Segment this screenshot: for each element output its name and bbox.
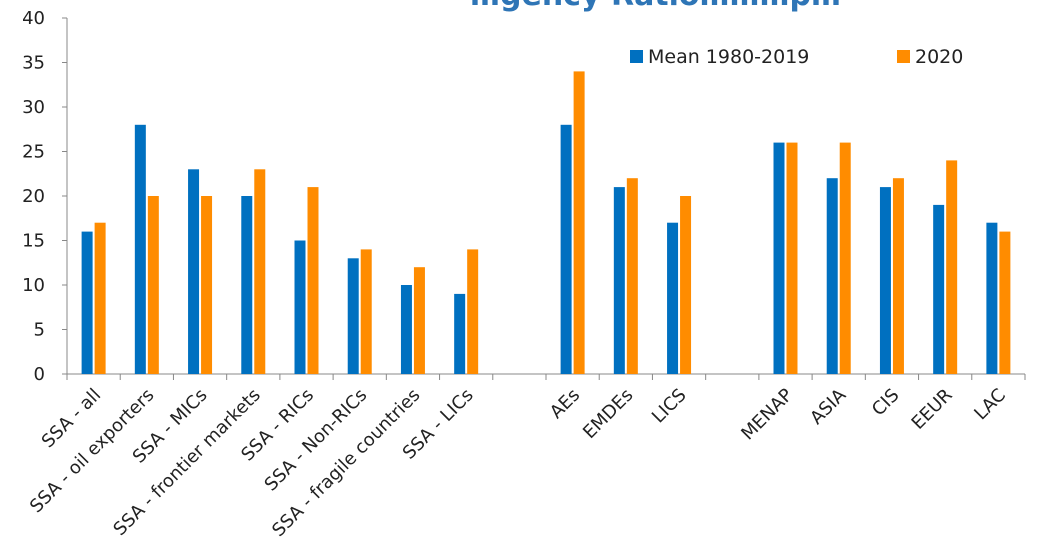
category-label: MENAP	[737, 385, 797, 445]
bar-mean	[347, 258, 359, 374]
bar-mean	[400, 285, 412, 374]
y-tick-label: 20	[22, 186, 45, 207]
bar-2020	[680, 196, 692, 374]
y-tick-label: 35	[22, 53, 45, 74]
category-label: EEUR	[908, 385, 957, 434]
bar-2020	[946, 160, 958, 374]
bar-2020	[201, 196, 213, 374]
y-tick-label: 15	[22, 231, 45, 252]
bar-2020	[892, 178, 904, 374]
bar-mean	[826, 178, 838, 374]
bar-mean	[454, 293, 466, 374]
bar-2020	[94, 222, 106, 374]
bar-mean	[134, 124, 146, 374]
bar-2020	[360, 249, 372, 374]
category-label: CIS	[868, 385, 904, 421]
y-tick-label: 30	[22, 97, 45, 118]
y-tick-label: 25	[22, 142, 45, 163]
legend-swatch	[897, 50, 910, 63]
bar-2020	[254, 169, 266, 374]
bar-2020	[413, 267, 425, 374]
bar-mean	[188, 169, 200, 374]
category-label: EMDEs	[579, 385, 637, 443]
bar-2020	[786, 142, 798, 374]
legend-label: 2020	[915, 46, 963, 68]
category-label: LICS	[648, 385, 691, 428]
bar-2020	[467, 249, 479, 374]
bar-mean	[613, 187, 625, 374]
bar-2020	[307, 187, 319, 374]
bar-mean	[879, 187, 891, 374]
category-label: ASIA	[806, 384, 851, 429]
category-label: AEs	[546, 385, 584, 423]
y-tick-label: 40	[22, 8, 45, 29]
bar-mean	[986, 222, 998, 374]
y-tick-label: 0	[34, 364, 45, 385]
legend-label: Mean 1980-2019	[648, 46, 809, 68]
bar-2020	[147, 196, 159, 374]
y-tick-label: 10	[22, 275, 45, 296]
bar-mean	[560, 124, 572, 374]
chart-title: …gency Ratio………p…	[470, 0, 841, 13]
bar-2020	[626, 178, 638, 374]
bar-mean	[241, 196, 253, 374]
bar-mean	[294, 240, 306, 374]
legend-swatch	[630, 50, 643, 63]
bar-2020	[999, 231, 1011, 374]
category-label: LAC	[970, 385, 1010, 425]
bar-mean	[773, 142, 785, 374]
y-tick-label: 5	[34, 320, 45, 341]
bar-2020	[573, 71, 585, 375]
bar-mean	[81, 231, 93, 374]
bar-mean	[667, 222, 679, 374]
bar-mean	[933, 204, 945, 374]
bar-2020	[839, 142, 851, 374]
